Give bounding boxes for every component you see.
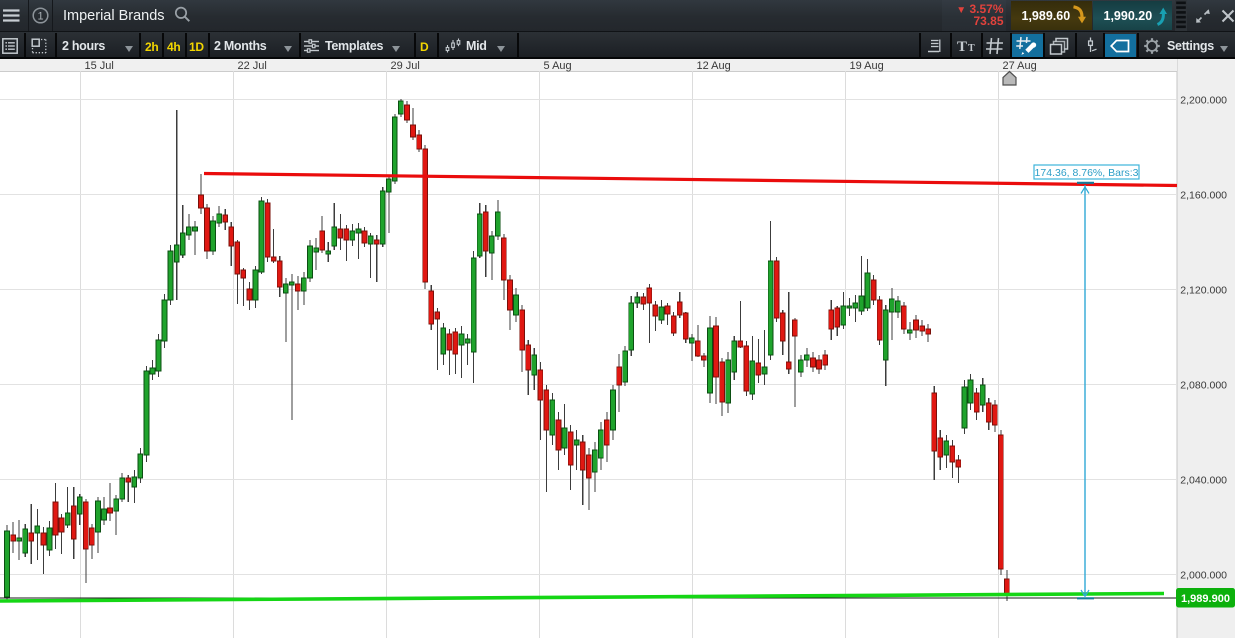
svg-text:5 Aug: 5 Aug xyxy=(544,60,572,72)
svg-text:T: T xyxy=(957,39,967,55)
svg-text:T: T xyxy=(968,43,975,54)
svg-text:174.36, 8.76%, Bars:3: 174.36, 8.76%, Bars:3 xyxy=(1035,167,1139,179)
svg-text:2,120.000: 2,120.000 xyxy=(1180,285,1227,297)
svg-text:2,200.000: 2,200.000 xyxy=(1180,95,1227,107)
svg-text:19 Aug: 19 Aug xyxy=(850,60,884,72)
svg-text:29 Jul: 29 Jul xyxy=(391,60,420,72)
svg-text:15 Jul: 15 Jul xyxy=(85,60,114,72)
svg-text:1,989.900: 1,989.900 xyxy=(1181,593,1230,605)
svg-text:22 Jul: 22 Jul xyxy=(238,60,267,72)
svg-text:12 Aug: 12 Aug xyxy=(697,60,731,72)
svg-text:2,040.000: 2,040.000 xyxy=(1180,475,1227,487)
svg-text:2,160.000: 2,160.000 xyxy=(1180,190,1227,202)
svg-text:2,000.000: 2,000.000 xyxy=(1180,570,1227,582)
svg-text:1: 1 xyxy=(37,11,43,23)
svg-text:2,080.000: 2,080.000 xyxy=(1180,380,1227,392)
svg-text:27 Aug: 27 Aug xyxy=(1003,60,1037,72)
